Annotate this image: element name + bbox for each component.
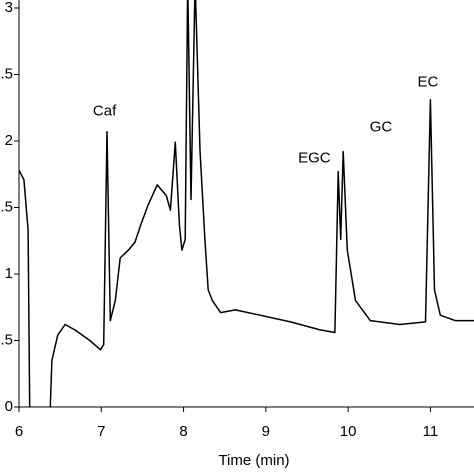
peak-label: Caf — [93, 103, 117, 120]
x-tick-label: 7 — [97, 423, 105, 440]
peak-label: GC — [370, 119, 393, 136]
y-tick-label: 2.5 — [0, 65, 13, 82]
x-tick-label: 8 — [179, 423, 187, 440]
y-tick-label: 1.5 — [0, 198, 13, 215]
peak-label: EC — [418, 73, 439, 90]
y-tick-label: 1 — [5, 265, 13, 282]
peak-label: EGC — [298, 149, 331, 166]
x-tick-label: 6 — [15, 423, 23, 440]
y-tick-label: 0 — [5, 398, 13, 415]
y-tick-label: 2 — [5, 132, 13, 149]
y-tick-label: 3 — [5, 0, 13, 16]
y-tick-label: 0.5 — [0, 331, 13, 348]
x-axis-label: Time (min) — [218, 452, 289, 469]
x-tick-label: 9 — [262, 423, 270, 440]
trace — [19, 0, 474, 408]
x-tick-label: 11 — [423, 423, 439, 440]
x-tick-label: 10 — [340, 423, 357, 440]
